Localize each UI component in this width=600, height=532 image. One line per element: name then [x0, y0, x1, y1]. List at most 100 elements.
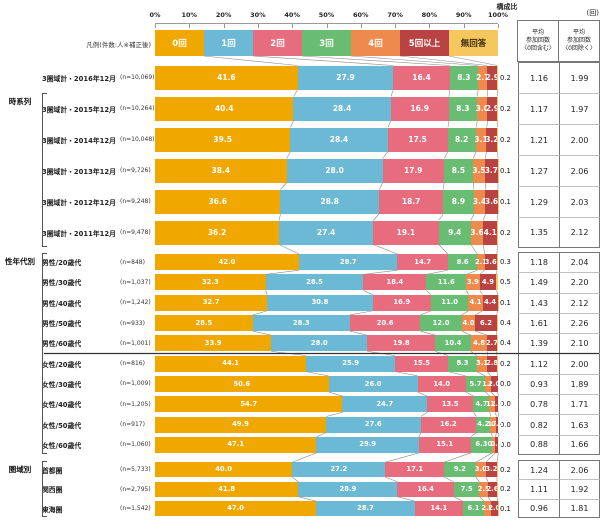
segment-value: 28.4	[332, 103, 352, 113]
segment-value: 2.7	[476, 72, 490, 82]
row-sample-size: (n=10,048)	[120, 136, 155, 143]
segment-value: 6.1	[467, 504, 480, 513]
chart-row: 3圏域計・2014年12月 (n=10,048) 39.5 28.4 17.5 8.2 3.…	[0, 124, 600, 155]
avg-excluding-zero-cell: 2.26	[559, 312, 600, 334]
avg-including-zero-cell: 1.18	[518, 252, 559, 273]
bar-segment-0回: 32.3	[155, 274, 266, 291]
segment-value: 29.9	[359, 440, 377, 449]
avg-excluding-zero-cell: 2.12	[559, 217, 600, 248]
segment-value: 16.9	[393, 298, 411, 307]
segment-value: 9.4	[448, 227, 462, 237]
row-label: 3圏域計・2011年12月	[42, 229, 116, 238]
segment-value: 2.0	[481, 504, 494, 513]
avg-including-zero-cell: 1.17	[518, 93, 559, 124]
segment-value: 2.1	[474, 257, 487, 266]
unit-label: (回)	[586, 9, 599, 17]
avg-excluding-zero-cell: 2.00	[559, 353, 600, 374]
bar-segment-2回: 14.0	[417, 375, 466, 392]
bar-segment-1回: 29.9	[316, 436, 419, 453]
group-spacer	[0, 499, 42, 519]
chart-row: 3圏域計・2016年12月 (n=10,069) 41.6 27.9 16.4 8.3 2.…	[0, 62, 600, 93]
bar-segment-4回: 1.5	[486, 396, 498, 413]
legend-item: 4回	[351, 30, 400, 56]
avg-excluding-zero-cell: 1.99	[559, 62, 600, 93]
segment-value: 32.3	[201, 278, 219, 287]
avg-including-zero-header-line: 平均	[531, 29, 544, 37]
avg-excluding-zero-header-line: 平均	[572, 29, 585, 37]
segment-value: 28.5	[306, 278, 323, 287]
avg-excluding-zero-cell: 2.00	[559, 124, 600, 155]
group-spacer	[0, 186, 42, 217]
row-label: 東海圏	[42, 505, 63, 514]
segment-value: 4.8	[473, 338, 486, 347]
segment-value: 28.0	[310, 338, 328, 347]
axis-tick-mark	[395, 24, 397, 28]
bar-segment-3回: 4.7	[473, 396, 490, 413]
row-sample-size: (n=9,248)	[120, 198, 151, 205]
bar-segment-0回: 50.6	[155, 375, 329, 392]
bar-segment-1回: 28.7	[316, 501, 415, 517]
stacked-bar: 49.9 27.6 16.2 4.2 1.7 0.5	[155, 416, 503, 433]
bar-segment-1回: 28.4	[290, 127, 388, 152]
bar-segment-5回以上: 2.9	[486, 65, 499, 90]
segment-value: 1.0	[490, 399, 503, 408]
segment-value: 3.7	[484, 165, 498, 175]
bar-segment-1回: 27.2	[292, 462, 386, 478]
bar-segment-0回: 49.9	[155, 416, 327, 433]
row-sample-size: (n=848)	[120, 258, 145, 266]
segment-value: 19.1	[396, 227, 416, 237]
bar-segment-2回: 16.9	[372, 294, 431, 311]
segment-value: 38.4	[211, 165, 231, 175]
bar-segment-3回: 8.2	[447, 127, 476, 152]
bar-segment-0回: 40.4	[155, 96, 294, 121]
avg-excluding-zero-cell: 1.89	[559, 373, 600, 395]
chart-row: 女性/50歳代 (n=917) 49.9 27.6 16.2 4.2 1.7 0.5 0.0 0.…	[0, 414, 600, 435]
segment-value: 3.0	[474, 465, 487, 474]
no-answer-value: 0.2	[500, 359, 511, 368]
bar-segment-5回以上: 3.2	[485, 462, 497, 478]
row-sample-size: (n=816)	[120, 360, 145, 368]
stacked-bar: 32.3 28.5 18.4 11.6 3.9 4.9	[155, 274, 499, 291]
axis-tick-label: 80%	[421, 11, 438, 19]
no-answer-value: 0.2	[500, 228, 511, 237]
avg-including-zero-cell: 1.43	[518, 292, 559, 313]
bar-segment-5回以上: 3.6	[484, 254, 497, 271]
bar-segment-4回: 2.1	[474, 254, 487, 271]
segment-value: 44.1	[222, 359, 240, 368]
bar-segment-4回: 3.0	[474, 462, 487, 478]
bar-segment-0回: 36.2	[155, 220, 280, 245]
stacked-bar: 32.7 30.8 16.9 11.0 4.1 4.4	[155, 294, 498, 311]
legend-item: 2回	[253, 30, 302, 56]
bar-segment-4回: 3.0	[476, 96, 489, 121]
segment-value: 9.2	[453, 465, 466, 474]
bar-segment-1回: 28.5	[265, 274, 364, 291]
segment-value: 41.6	[217, 72, 236, 82]
avg-including-zero-cell: 1.39	[518, 333, 559, 354]
segment-value: 3.6	[484, 196, 499, 206]
stacked-bar: 36.6 28.8 18.7 8.9 3.4 3.6	[155, 189, 499, 214]
group-spacer	[0, 353, 42, 373]
segment-value: 40.0	[215, 465, 232, 474]
bar-segment-3回: 6.1	[463, 501, 484, 517]
bar-segment-5回以上: 0.9	[490, 436, 503, 453]
segment-value: 3.4	[472, 196, 487, 206]
avg-excluding-zero-cell: 1.71	[559, 394, 600, 415]
segment-value: 16.4	[412, 72, 431, 82]
bar-segment-0回: 47.1	[155, 436, 317, 453]
row-label: 首都圏	[42, 466, 63, 475]
segment-value: 8.2	[455, 134, 469, 144]
bar-segment-4回: 2.7	[476, 65, 490, 90]
group-label: 圏域別	[8, 464, 32, 474]
bar-segment-2回: 17.1	[385, 462, 445, 478]
avg-including-zero-cell: 1.61	[518, 312, 559, 334]
segment-value: 8.3	[457, 72, 471, 82]
segment-value: 3.1	[476, 359, 489, 368]
segment-value: 3.6	[470, 227, 484, 237]
no-answer-value: 0.2	[500, 485, 511, 494]
bar-segment-無回答	[497, 127, 498, 152]
row-label: 3圏域計・2012年12月	[42, 198, 116, 207]
segment-value: 3.1	[474, 134, 488, 144]
stacked-bar: 50.6 26.0 14.0 5.7 1.6 2.0	[155, 375, 500, 392]
bar-segment-0回: 32.7	[155, 294, 268, 311]
row-label: 女性/60歳代	[42, 441, 82, 450]
